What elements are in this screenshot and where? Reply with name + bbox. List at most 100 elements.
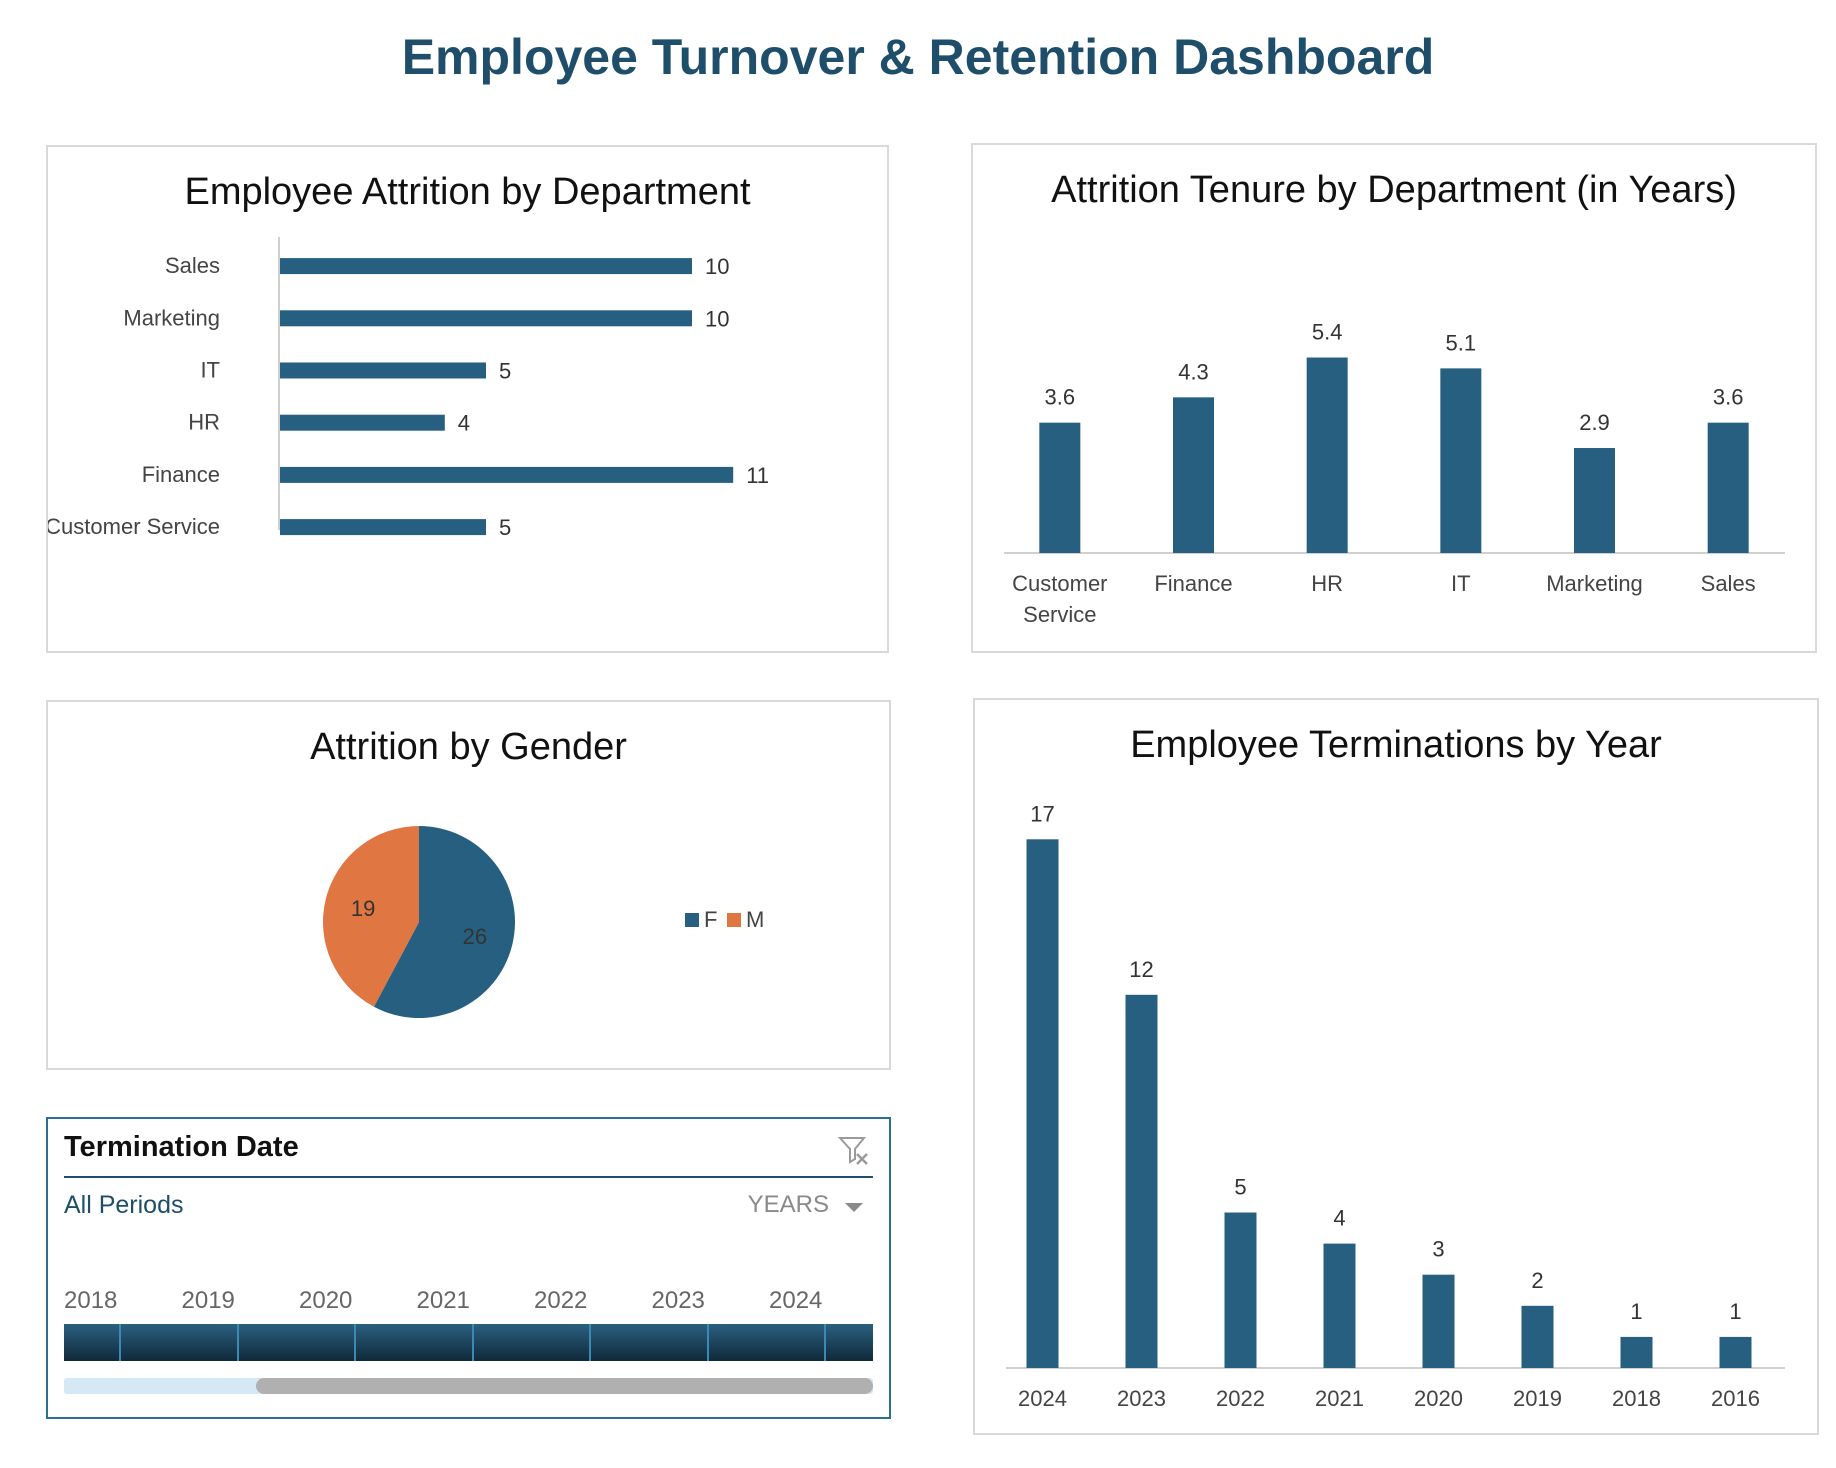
- bar-marketing: [280, 310, 692, 327]
- data-label: 3: [1432, 1237, 1444, 1262]
- bar-it: [1440, 368, 1482, 553]
- category-label: 2024: [1018, 1386, 1067, 1411]
- bar-finance: [1173, 397, 1214, 553]
- data-label: 5: [499, 359, 511, 384]
- bar-2023: [1125, 994, 1158, 1368]
- bar-2021: [1323, 1243, 1356, 1368]
- legend-label: F: [704, 907, 717, 932]
- timeline-year-label: 2018: [64, 1287, 118, 1314]
- category-label: Sales: [1701, 571, 1756, 596]
- terminations-by-year-panel[interactable]: Employee Terminations by Year 17 2024 12 20…: [973, 698, 1819, 1435]
- category-label: 2020: [1414, 1386, 1463, 1411]
- category-label: 2019: [1513, 1386, 1562, 1411]
- bar-hr: [1306, 357, 1348, 553]
- attrition-by-department-title: Employee Attrition by Department: [184, 171, 751, 213]
- category-label: HR: [1311, 571, 1343, 596]
- data-label: 1: [1630, 1299, 1642, 1324]
- bar-2024: [1026, 839, 1059, 1368]
- timeline-cell[interactable]: [119, 1324, 239, 1361]
- category-label: 2021: [1315, 1386, 1364, 1411]
- timeline-year-label: 2023: [651, 1287, 705, 1314]
- data-label: 4: [458, 411, 470, 436]
- data-label: 11: [746, 463, 769, 488]
- bar-sales: [280, 258, 692, 275]
- legend-swatch-m: [727, 913, 741, 927]
- tenure-by-department-chart: 3.6 Customer Service 4.3 Finance 5.4 HR 5.1 IT 2.…: [1004, 320, 1785, 627]
- attrition-by-gender-panel[interactable]: Attrition by Gender 26 19 F M: [46, 700, 891, 1070]
- bar-finance: [280, 466, 734, 483]
- bar-customer-service: [280, 519, 486, 536]
- bar-2018: [1620, 1336, 1653, 1368]
- category-label: Customer: [1012, 571, 1107, 596]
- category-label: IT: [1451, 571, 1471, 596]
- category-label: 2016: [1711, 1386, 1760, 1411]
- data-label: 5: [1234, 1175, 1246, 1200]
- tenure-by-department-panel[interactable]: Attrition Tenure by Department (in Years…: [971, 143, 1817, 653]
- category-label: IT: [200, 358, 220, 383]
- bar-customer-service: [1039, 422, 1081, 553]
- timeline-year-labels: 2018 2019 2020 2021 2022 2023 2024: [64, 1287, 873, 1319]
- legend-label: M: [746, 907, 764, 932]
- bar-2022: [1224, 1212, 1257, 1368]
- data-label: 12: [1129, 957, 1153, 982]
- data-label: 19: [351, 896, 375, 921]
- chevron-down-icon[interactable]: [845, 1203, 863, 1212]
- category-label: Marketing: [123, 305, 220, 330]
- termination-date-slicer[interactable]: Termination Date All Periods YEARS 2018 2…: [46, 1117, 891, 1419]
- timeline-year-label: 2021: [416, 1287, 470, 1314]
- category-label: Marketing: [1546, 571, 1643, 596]
- legend-swatch-f: [685, 913, 699, 927]
- timeline-scrollbar[interactable]: [64, 1378, 873, 1394]
- category-label: HR: [188, 410, 220, 435]
- timeline-year-label: 2019: [181, 1287, 235, 1314]
- category-label: Sales: [165, 253, 220, 278]
- category-label: Finance: [1154, 571, 1232, 596]
- pie-slice-f: [373, 826, 515, 1018]
- data-label: 2.9: [1579, 410, 1610, 435]
- period-label: All Periods: [64, 1191, 184, 1219]
- category-label: Service: [1023, 602, 1096, 627]
- timeline-cell[interactable]: [236, 1324, 357, 1361]
- attrition-by-department-panel[interactable]: Employee Attrition by Department Sales 10…: [46, 145, 889, 653]
- bar-sales: [1707, 422, 1749, 553]
- category-label: 2023: [1117, 1386, 1166, 1411]
- timeline-scroll-thumb[interactable]: [256, 1378, 873, 1394]
- data-label: 3.6: [1045, 385, 1076, 410]
- data-label: 4.3: [1178, 359, 1209, 384]
- timeline-bar[interactable]: [64, 1324, 873, 1361]
- data-label: 4: [1333, 1206, 1345, 1231]
- data-label: 5.1: [1446, 330, 1477, 355]
- data-label: 10: [705, 254, 729, 279]
- attrition-by-gender-title: Attrition by Gender: [310, 726, 627, 768]
- bar-it: [280, 362, 486, 379]
- timeline-year-label: 2020: [299, 1287, 353, 1314]
- data-label: 1: [1729, 1299, 1741, 1324]
- clear-filter-icon[interactable]: [837, 1133, 871, 1167]
- timeline-cell[interactable]: [589, 1324, 709, 1361]
- category-label: Finance: [142, 462, 220, 487]
- dashboard-title: Employee Turnover & Retention Dashboard: [401, 29, 1435, 85]
- attrition-by-department-chart: Sales 10 Marketing 10 IT 5 HR 4 Finance 11 Custome…: [48, 237, 769, 540]
- timeline-year-label: 2024: [769, 1287, 823, 1314]
- category-label: Customer Service: [48, 514, 220, 539]
- time-level-dropdown[interactable]: YEARS: [747, 1191, 829, 1218]
- tenure-by-department-title: Attrition Tenure by Department (in Years…: [1051, 169, 1737, 211]
- timeline-year-label: 2022: [534, 1287, 588, 1314]
- bar-hr: [280, 414, 445, 431]
- timeline-cell[interactable]: [706, 1324, 827, 1361]
- slicer-title: Termination Date: [64, 1131, 299, 1163]
- bar-2016: [1719, 1336, 1752, 1368]
- category-label: 2018: [1612, 1386, 1661, 1411]
- timeline-cell[interactable]: [471, 1324, 592, 1361]
- data-label: 10: [705, 306, 729, 331]
- bar-2020: [1422, 1274, 1455, 1368]
- attrition-by-gender-chart: 26 19 F M: [322, 826, 764, 1018]
- data-label: 5: [499, 515, 511, 540]
- slicer-divider: [64, 1176, 873, 1178]
- category-label: 2022: [1216, 1386, 1265, 1411]
- data-label: 5.4: [1312, 320, 1343, 345]
- bar-marketing: [1574, 448, 1615, 553]
- timeline-cell[interactable]: [354, 1324, 474, 1361]
- timeline-cell[interactable]: [824, 1324, 873, 1361]
- bar-2019: [1521, 1305, 1554, 1368]
